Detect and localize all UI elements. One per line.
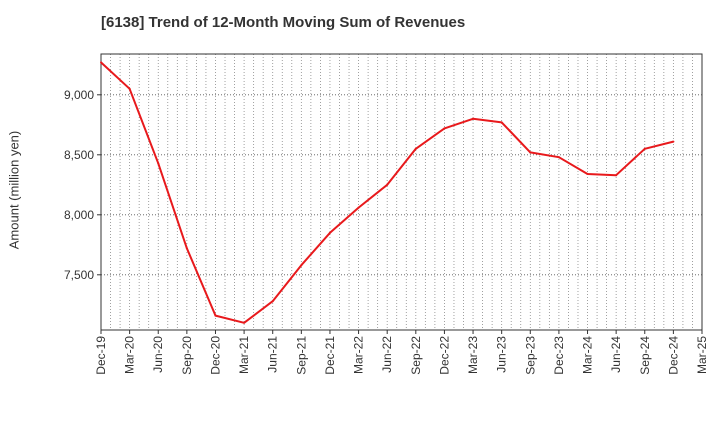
data-point	[672, 140, 675, 143]
data-point	[529, 151, 532, 154]
x-tick-label: Dec-20	[208, 336, 222, 375]
data-point	[271, 300, 274, 303]
data-point	[472, 117, 475, 120]
y-tick-label: 8,500	[64, 148, 94, 162]
x-tick-label: Mar-23	[466, 336, 480, 374]
x-tick-label: Mar-24	[581, 336, 595, 374]
data-point	[443, 127, 446, 130]
x-tick-label: Dec-24	[666, 336, 680, 375]
data-point	[128, 87, 131, 90]
data-point	[357, 206, 360, 209]
x-tick-label: Sep-22	[409, 336, 423, 375]
x-tick-label: Jun-23	[495, 336, 509, 373]
data-point	[615, 174, 618, 177]
x-tick-label: Mar-20	[123, 336, 137, 374]
x-tick-label: Sep-24	[638, 336, 652, 375]
data-point	[414, 147, 417, 150]
y-tick-label: 8,000	[64, 208, 94, 222]
x-tick-label: Dec-21	[323, 336, 337, 375]
y-tick-label: 9,000	[64, 88, 94, 102]
x-tick-label: Dec-19	[94, 336, 108, 375]
x-tick-label: Jun-21	[266, 336, 280, 373]
y-tick-label: 7,500	[64, 268, 94, 282]
data-point	[500, 121, 503, 124]
x-tick-label: Sep-23	[523, 336, 537, 375]
data-point	[300, 264, 303, 267]
data-point	[243, 321, 246, 324]
x-tick-label: Mar-25	[695, 336, 709, 374]
data-point	[643, 147, 646, 150]
plot-frame	[100, 53, 703, 331]
data-point	[386, 183, 389, 186]
x-tick-label: Jun-20	[151, 336, 165, 373]
data-point	[185, 247, 188, 250]
data-point	[214, 314, 217, 317]
data-point	[586, 173, 589, 175]
chart-title: [6138] Trend of 12-Month Moving Sum of R…	[101, 14, 466, 31]
data-point	[557, 156, 560, 159]
data-point	[100, 61, 102, 64]
x-tick-label: Sep-20	[180, 336, 194, 375]
data-point	[157, 162, 160, 165]
data-point	[328, 231, 331, 234]
x-tick-label: Dec-22	[437, 336, 451, 375]
x-tick-label: Jun-24	[609, 336, 623, 373]
x-tick-label: Mar-22	[352, 336, 366, 374]
x-tick-label: Jun-22	[380, 336, 394, 373]
x-tick-label: Sep-21	[294, 336, 308, 375]
x-tick-label: Mar-21	[237, 336, 251, 374]
x-tick-label: Dec-23	[552, 336, 566, 375]
